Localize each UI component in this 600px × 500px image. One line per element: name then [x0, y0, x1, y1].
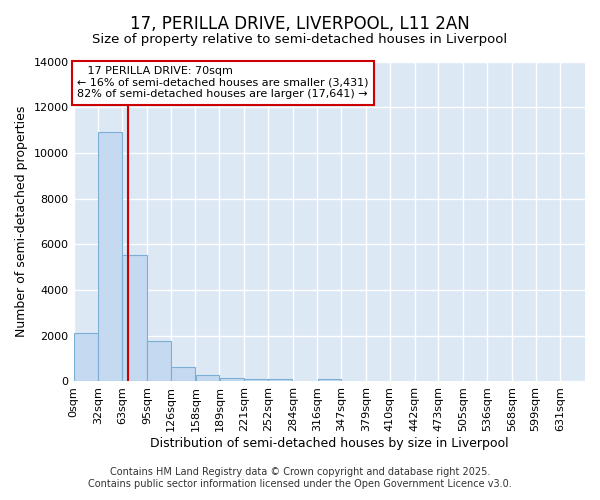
Bar: [171, 366, 195, 382]
Bar: [244, 379, 268, 382]
Text: 17 PERILLA DRIVE: 70sqm   
← 16% of semi-detached houses are smaller (3,431)
82%: 17 PERILLA DRIVE: 70sqm ← 16% of semi-de…: [77, 66, 369, 100]
X-axis label: Distribution of semi-detached houses by size in Liverpool: Distribution of semi-detached houses by …: [150, 437, 509, 450]
Text: Size of property relative to semi-detached houses in Liverpool: Size of property relative to semi-detach…: [92, 32, 508, 46]
Y-axis label: Number of semi-detached properties: Number of semi-detached properties: [15, 106, 28, 337]
Bar: [98, 132, 122, 382]
Text: 17, PERILLA DRIVE, LIVERPOOL, L11 2AN: 17, PERILLA DRIVE, LIVERPOOL, L11 2AN: [130, 15, 470, 33]
Bar: [317, 379, 341, 382]
Text: Contains HM Land Registry data © Crown copyright and database right 2025.
Contai: Contains HM Land Registry data © Crown c…: [88, 468, 512, 489]
Bar: [122, 254, 146, 382]
Bar: [268, 379, 292, 382]
Bar: [74, 334, 98, 382]
Bar: [147, 342, 170, 382]
Bar: [220, 378, 244, 382]
Bar: [196, 375, 219, 382]
